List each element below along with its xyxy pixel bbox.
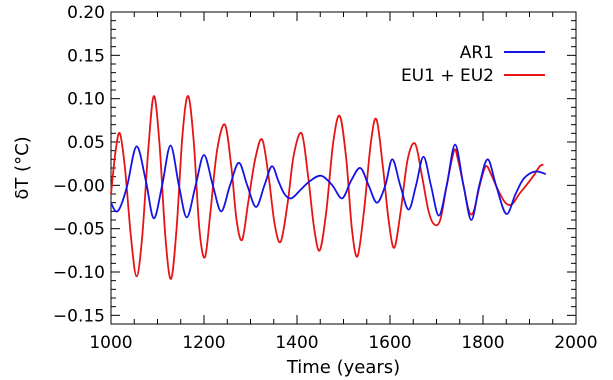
y-tick-label: −0.15 <box>53 306 105 326</box>
x-tick-label: 1400 <box>275 333 318 353</box>
y-axis-title: δT (°C) <box>12 136 33 199</box>
y-tick-label: 0.20 <box>67 3 105 23</box>
plot-area: 1000 1200 1400 1600 1800 2000 −0.15 −0.10 −0.05 −… <box>53 3 598 353</box>
y-tick-label: 0.15 <box>67 46 105 66</box>
y-tick-label: −0.05 <box>53 220 105 240</box>
y-tick-label: −0.00 <box>53 176 105 196</box>
legend: AR1 EU1 + EU2 <box>401 43 545 86</box>
x-tick-label: 1600 <box>368 333 411 353</box>
series-layer <box>110 95 547 280</box>
y-tick-label: 0.05 <box>67 133 105 153</box>
x-tick-label: 1200 <box>182 333 225 353</box>
legend-label: AR1 <box>460 43 494 63</box>
x-tick-label: 1000 <box>89 333 132 353</box>
legend-label: EU1 + EU2 <box>401 66 494 86</box>
x-tick-label: 1800 <box>461 333 504 353</box>
y-tick-label: 0.10 <box>67 90 105 110</box>
x-axis-title: Time (years) <box>286 357 400 378</box>
y-tick-label: −0.10 <box>53 263 105 283</box>
x-tick-label: 2000 <box>554 333 597 353</box>
series-line-ar1 <box>110 143 547 221</box>
